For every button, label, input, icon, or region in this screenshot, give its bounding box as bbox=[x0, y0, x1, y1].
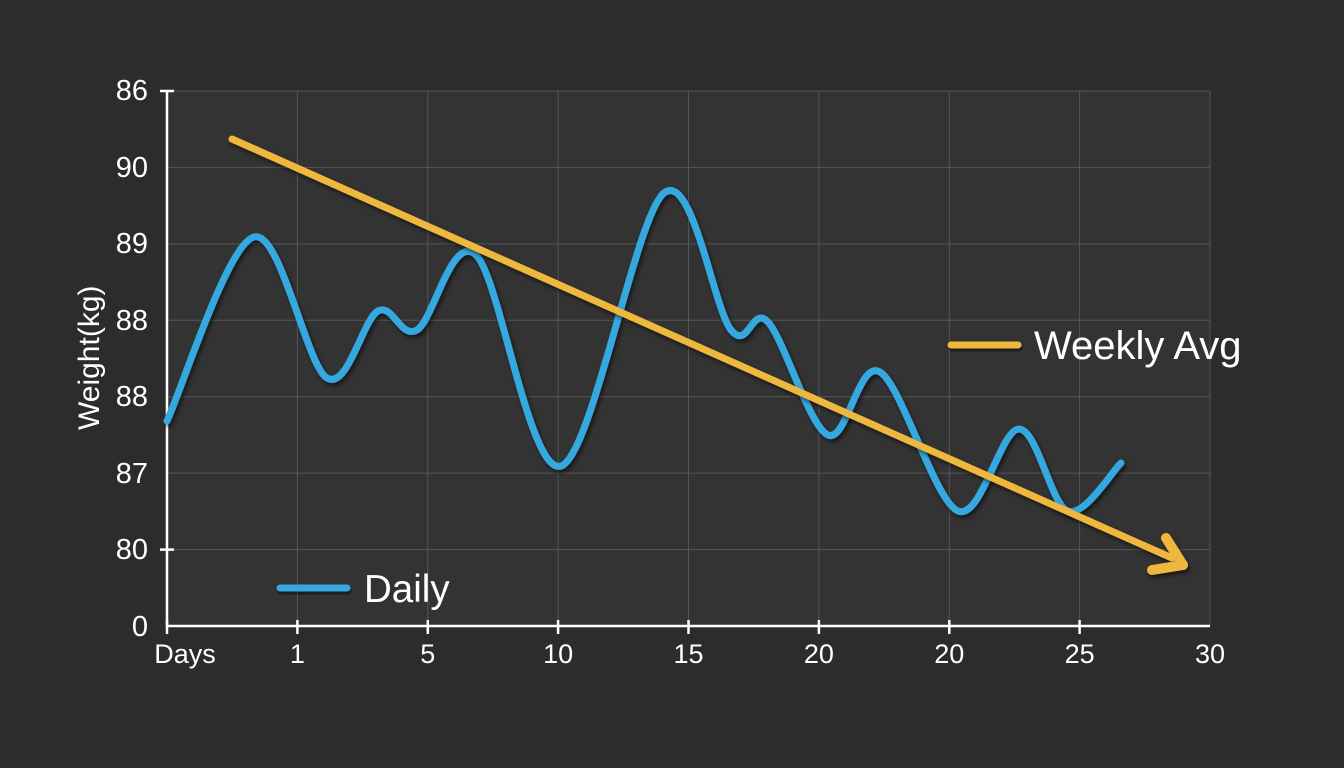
svg-text:25: 25 bbox=[1065, 639, 1095, 669]
svg-text:5: 5 bbox=[420, 639, 435, 669]
svg-text:80: 80 bbox=[116, 534, 148, 566]
svg-text:88: 88 bbox=[116, 305, 148, 337]
svg-text:Weekly Avg: Weekly Avg bbox=[1034, 324, 1242, 368]
svg-text:20: 20 bbox=[804, 639, 834, 669]
svg-text:87: 87 bbox=[116, 458, 148, 490]
svg-text:Days: Days bbox=[154, 639, 216, 669]
svg-text:86: 86 bbox=[116, 75, 148, 107]
svg-text:15: 15 bbox=[673, 639, 703, 669]
svg-text:88: 88 bbox=[116, 381, 148, 413]
svg-text:30: 30 bbox=[1195, 639, 1225, 669]
svg-text:89: 89 bbox=[116, 228, 148, 260]
svg-text:20: 20 bbox=[934, 639, 964, 669]
svg-text:90: 90 bbox=[116, 152, 148, 184]
svg-text:10: 10 bbox=[543, 639, 573, 669]
svg-text:1: 1 bbox=[290, 639, 305, 669]
svg-text:0: 0 bbox=[132, 611, 148, 643]
svg-text:Daily: Daily bbox=[364, 568, 450, 611]
